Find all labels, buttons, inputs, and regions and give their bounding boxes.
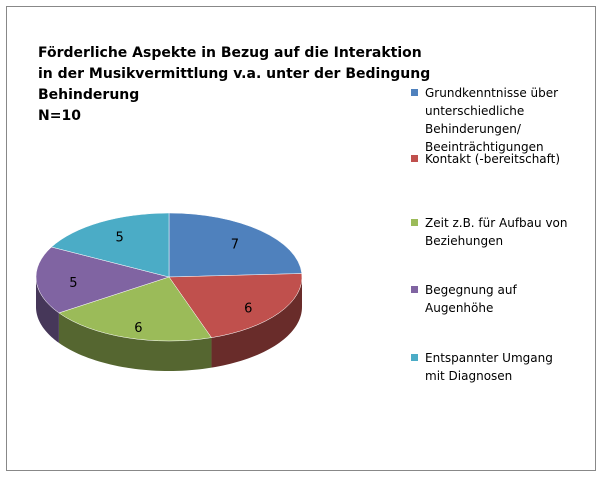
chart-title: N=10 — [38, 108, 81, 124]
slice — [35, 246, 170, 314]
data-label: 5 — [69, 276, 77, 291]
legend-swatch — [411, 354, 418, 361]
chart-title: Förderliche Aspekte in Bezug auf die Int… — [38, 45, 422, 61]
data-label: 7 — [231, 237, 239, 252]
slice-side — [36, 277, 59, 343]
slice-side — [58, 312, 212, 371]
legend-label: Kontakt (-bereitschaft) — [425, 152, 561, 166]
legend-item: Kontakt (-bereitschaft) — [411, 150, 571, 168]
slice — [168, 273, 303, 338]
slice — [50, 212, 170, 278]
data-label: 6 — [134, 321, 142, 336]
slice — [58, 276, 212, 342]
legend-label: Entspannter Umgang mit Diagnosen — [425, 351, 553, 383]
legend-label: Begegnung auf Augenhöhe — [425, 283, 517, 315]
legend-swatch — [411, 155, 418, 162]
chart-title: Behinderung — [38, 87, 139, 103]
data-label: 6 — [244, 302, 252, 317]
slice-side — [211, 277, 302, 368]
legend-label: Zeit z.B. für Aufbau von Beziehungen — [425, 216, 568, 248]
chart-title: in der Musikvermittlung v.a. unter der B… — [38, 66, 430, 82]
legend-swatch — [411, 89, 418, 96]
legend-swatch — [411, 286, 418, 293]
legend-label: Grundkenntnisse über unterschiedliche Be… — [425, 86, 559, 154]
legend-item: Zeit z.B. für Aufbau von Beziehungen — [411, 214, 571, 250]
legend-item: Entspannter Umgang mit Diagnosen — [411, 349, 571, 385]
legend-item: Begegnung auf Augenhöhe — [411, 281, 571, 317]
chart-frame — [6, 6, 596, 471]
data-label: 5 — [115, 231, 123, 246]
legend-item: Grundkenntnisse über unterschiedliche Be… — [411, 84, 571, 156]
legend-swatch — [411, 219, 418, 226]
slice — [168, 212, 303, 278]
